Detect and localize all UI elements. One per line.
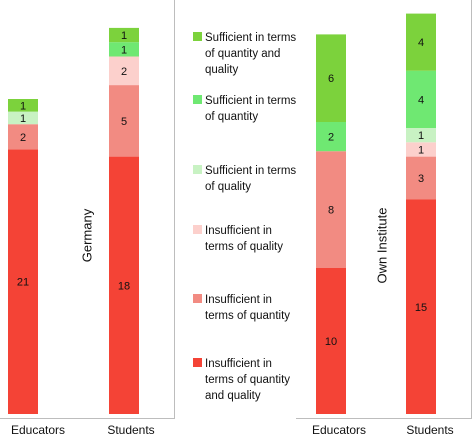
x-label-germany-students: Students [107,423,155,437]
x-label-own-educators: Educators [311,423,367,437]
group-label-own-institute: Own Institute [374,207,390,284]
bar-segment-own-educators-s5 [316,34,346,122]
bar-segment-germany-students-s2 [109,56,139,86]
bar-segment-own-educators-s4 [316,122,346,152]
data-label-own-students-s0: 15 [415,302,427,314]
legend-label: Sufficient in terms of quantity [205,95,297,123]
data-label-germany-students-s5: 1 [121,30,127,42]
legend-swatch [193,32,202,41]
x-label-own-students: Students [406,423,454,437]
bar-segment-germany-educators-s0 [8,149,38,414]
data-label-own-educators-s4: 2 [328,132,334,144]
data-label-germany-students-s0: 18 [118,280,130,292]
legend-label: Sufficient in terms of quality [205,165,297,193]
data-label-own-educators-s1: 8 [328,205,334,217]
legend-swatch [193,95,202,104]
legend-swatch [193,225,202,234]
legend-label: Insufficient in terms of quality [205,225,283,253]
data-label-germany-educators-s0: 21 [17,277,29,289]
bar-segment-own-students-s3 [406,128,436,143]
data-label-germany-students-s2: 2 [121,66,127,78]
data-label-own-educators-s0: 10 [325,336,337,348]
legend-swatch [193,165,202,174]
data-label-own-students-s3: 1 [418,130,424,142]
x-label-germany-educators: Educators [10,423,66,437]
legend-label: Insufficient in terms of quantity and qu… [205,358,291,402]
germany-panel-frame [0,0,175,419]
legend-swatch [193,358,202,367]
bar-segment-own-educators-s0 [316,268,346,414]
bar-segment-own-students-s5 [406,13,436,71]
data-label-own-students-s5: 4 [418,37,424,49]
bar-segment-germany-educators-s3 [8,111,38,125]
bar-segment-own-educators-s1 [316,151,346,268]
bar-segment-germany-students-s0 [109,156,139,414]
bar-segment-own-students-s4 [406,70,436,128]
data-label-own-students-s2: 1 [418,144,424,156]
legend-label: Sufficient in terms of quantity and qual… [205,32,297,76]
legend-label: Insufficient in terms of quantity [205,294,291,322]
group-label-germany: Germany [79,208,95,263]
bar-segment-germany-educators-s5 [8,99,38,112]
bar-segment-own-students-s2 [406,142,436,157]
bar-segment-germany-educators-s1 [8,124,38,150]
data-label-germany-educators-s5: 1 [20,100,26,112]
data-label-own-students-s4: 4 [418,94,424,106]
bar-segment-own-students-s1 [406,156,436,200]
bar-segment-germany-students-s5 [109,27,139,43]
data-label-germany-educators-s1: 2 [20,132,26,144]
data-label-own-educators-s5: 6 [328,73,334,85]
bar-segment-germany-students-s1 [109,85,139,157]
data-label-germany-students-s4: 1 [121,44,127,56]
bar-segment-germany-students-s4 [109,42,139,57]
bar-segment-own-students-s0 [406,199,436,414]
legend-swatch [193,294,202,303]
data-label-own-students-s1: 3 [418,173,424,185]
data-label-germany-educators-s3: 1 [20,113,26,125]
data-label-germany-students-s1: 5 [121,116,127,128]
